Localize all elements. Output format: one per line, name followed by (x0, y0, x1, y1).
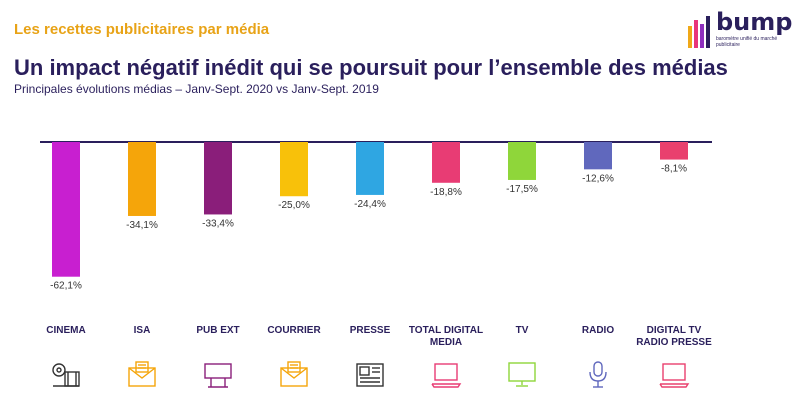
bar-courrier (280, 142, 308, 197)
category-label: PUB EXT (196, 325, 239, 336)
logo-tagline: baromètre unifié du marché publicitaire (716, 36, 778, 48)
bar-value-label: -8,1% (661, 164, 687, 175)
bar-value-label: -18,8% (430, 187, 462, 198)
headline: Un impact négatif inédit qui se poursuit… (14, 55, 728, 80)
bar-value-label: -24,4% (354, 199, 386, 210)
category-label: PRESSE (350, 325, 391, 336)
bar-cinema (52, 142, 80, 277)
billboard-icon (204, 363, 232, 388)
bar-total-digital-media (432, 142, 460, 183)
laptop-icon (431, 363, 462, 388)
bar-value-label: -17,5% (506, 184, 538, 195)
bar-tv (508, 142, 536, 180)
category-label: DIGITAL TV (647, 325, 702, 336)
bar-value-label: -33,4% (202, 218, 234, 229)
category-label: RADIO PRESSE (636, 337, 712, 348)
section-title: Les recettes publicitaires par média (14, 21, 270, 38)
bar-radio (584, 142, 612, 170)
bar-value-label: -62,1% (50, 281, 82, 292)
bar-value-label: -34,1% (126, 220, 158, 231)
letter-icon (280, 361, 308, 387)
laptop-icon (659, 363, 690, 388)
logo-word: bump (716, 8, 793, 36)
category-label: TV (516, 325, 529, 336)
category-label: COURRIER (267, 325, 321, 336)
category-label: CINEMA (46, 325, 85, 336)
bar-value-label: -25,0% (278, 200, 310, 211)
microphone-icon (589, 361, 607, 388)
bar-presse (356, 142, 384, 195)
tv-icon (508, 362, 536, 387)
mailbox-icon (128, 361, 156, 387)
newspaper-icon (356, 363, 384, 387)
bar-digital-tv-radio-presse (660, 142, 688, 160)
category-label: ISA (134, 325, 151, 336)
bar-pub-ext (204, 142, 232, 215)
category-label: RADIO (582, 325, 614, 336)
category-label: TOTAL DIGITAL (409, 325, 483, 336)
category-label: MEDIA (430, 337, 462, 348)
bump-logo: bump baromètre unifié du marché publicit… (686, 8, 796, 52)
logo-bars-icon (688, 16, 710, 48)
bar-value-label: -12,6% (582, 173, 614, 184)
subtitle: Principales évolutions médias – Janv-Sep… (14, 82, 379, 96)
film-reel-icon (52, 363, 80, 387)
bar-isa (128, 142, 156, 216)
